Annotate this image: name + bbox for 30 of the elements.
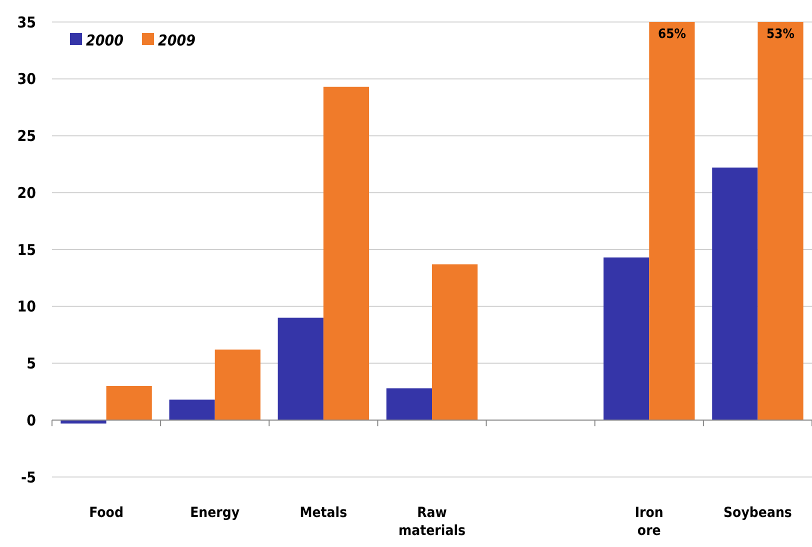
x-tick-label: Food [89, 505, 124, 521]
x-tick-label: Soybeans [723, 505, 792, 521]
y-tick-label: 15 [17, 240, 36, 259]
y-tick-label: 5 [26, 354, 36, 372]
bar [323, 86, 370, 420]
x-tick-label: Raw materials [398, 505, 466, 539]
y-tick-label: 0 [26, 411, 36, 430]
bar [169, 400, 215, 420]
bar [712, 168, 758, 420]
bar [214, 350, 260, 420]
bar [758, 22, 804, 420]
y-tick-label: 25 [17, 127, 36, 145]
bar [278, 318, 324, 420]
bar [432, 264, 478, 420]
y-tick-label: 30 [17, 70, 36, 88]
bar [386, 388, 432, 420]
legend-label: 2000 [86, 31, 124, 50]
y-tick-label: -5 [21, 468, 36, 486]
annotation: 65% [658, 27, 686, 42]
annotation: 53% [766, 27, 795, 42]
y-tick-label: 20 [17, 184, 36, 202]
y-tick-label: 35 [17, 13, 36, 32]
bar [106, 386, 152, 420]
legend-label: 2009 [158, 31, 196, 50]
x-tick-label: Iron ore [634, 505, 664, 539]
y-tick-label: 10 [17, 298, 36, 316]
x-tick-label: Energy [190, 505, 240, 521]
bar [604, 257, 650, 420]
bar [649, 22, 695, 420]
x-tick-label: Metals [300, 505, 348, 521]
